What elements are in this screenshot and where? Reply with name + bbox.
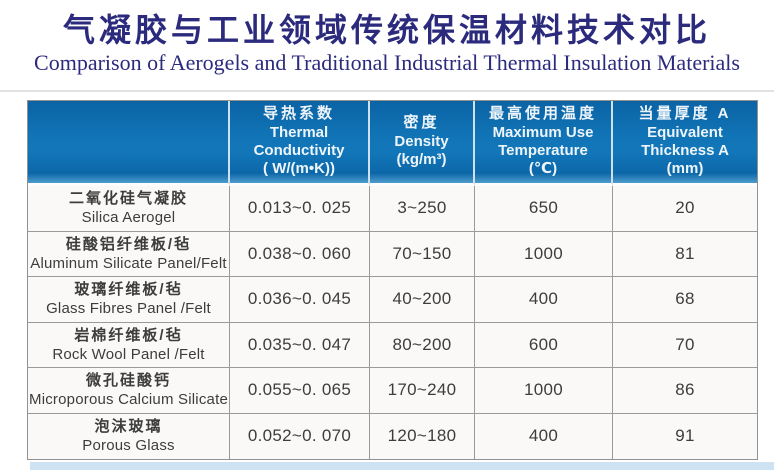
max-temp-cell: 1000 (475, 368, 613, 414)
density-cell: 80~200 (370, 322, 475, 368)
material-cell: 玻璃纤维板/毡 Glass Fibres Panel /Felt (28, 277, 230, 323)
density-cell: 170~240 (370, 368, 475, 414)
material-cell: 微孔硅酸钙 Microporous Calcium Silicate (28, 368, 230, 414)
max-temp-cell: 600 (475, 322, 613, 368)
density-cell: 40~200 (370, 277, 475, 323)
thickness-cell: 68 (613, 277, 757, 323)
max-temp-cell: 1000 (475, 231, 613, 277)
conductivity-cell: 0.013~0. 025 (230, 186, 370, 232)
material-cell: 岩棉纤维板/毡 Rock Wool Panel /Felt (28, 322, 230, 368)
header-cell-max-use-temperature: 最高使用温度 Maximum Use Temperature (℃) (475, 101, 613, 186)
thickness-cell: 91 (613, 413, 757, 459)
conductivity-cell: 0.052~0. 070 (230, 413, 370, 459)
thickness-cell: 81 (613, 231, 757, 277)
material-cell: 泡沫玻璃 Porous Glass (28, 413, 230, 459)
header-label-zh: 导热系数 (262, 104, 335, 122)
page-title-en: Comparison of Aerogels and Traditional I… (34, 50, 740, 75)
material-name-en: Rock Wool Panel /Felt (52, 345, 205, 363)
header-cell-density: 密度 Density (kg/m³) (370, 101, 475, 186)
header-label-zh: 最高使用温度 (488, 104, 597, 122)
density-cell: 3~250 (370, 186, 475, 232)
header-cell-equivalent-thickness: 当量厚度 A Equivalent Thickness A (mm) (613, 101, 757, 186)
material-name-zh: 微孔硅酸钙 (85, 372, 171, 390)
header-label-en: Maximum Use Temperature (492, 123, 594, 159)
header-label-unit: ( W/(m•K)) (263, 159, 335, 177)
material-name-zh: 玻璃纤维板/毡 (74, 281, 183, 299)
material-name-zh: 二氧化硅气凝胶 (68, 190, 188, 208)
material-name-en: Aluminum Silicate Panel/Felt (30, 254, 227, 272)
header-label-en: Thermal Conductivity (253, 123, 345, 159)
header-label-zh: 密度 (403, 113, 440, 131)
header-cell-material (28, 101, 230, 186)
page-title-zh: 气凝胶与工业领域传统保温材料技术对比 (62, 11, 711, 49)
header-cell-thermal-conductivity: 导热系数 Thermal Conductivity ( W/(m•K)) (230, 101, 370, 186)
material-cell: 二氧化硅气凝胶 Silica Aerogel (28, 186, 230, 232)
max-temp-cell: 400 (475, 277, 613, 323)
conductivity-cell: 0.036~0. 045 (230, 277, 370, 323)
density-cell: 70~150 (370, 231, 475, 277)
material-name-en: Silica Aerogel (81, 209, 176, 227)
material-name-en: Glass Fibres Panel /Felt (46, 300, 211, 318)
conductivity-cell: 0.035~0. 047 (230, 322, 370, 368)
max-temp-cell: 400 (475, 413, 613, 459)
header-label-en: Density (394, 132, 449, 150)
conductivity-cell: 0.038~0. 060 (230, 231, 370, 277)
header-label-unit: (℃) (528, 159, 558, 177)
table-grid: 导热系数 Thermal Conductivity ( W/(m•K)) 密度 … (28, 101, 757, 459)
conductivity-cell: 0.055~0. 065 (230, 368, 370, 414)
thickness-cell: 70 (613, 322, 757, 368)
density-cell: 120~180 (370, 413, 475, 459)
max-temp-cell: 650 (475, 186, 613, 232)
bottom-band (30, 462, 774, 470)
header-label-zh: 当量厚度 A (638, 104, 732, 122)
material-name-zh: 泡沫玻璃 (94, 418, 163, 436)
top-divider (0, 90, 774, 92)
material-name-zh: 岩棉纤维板/毡 (74, 326, 183, 344)
header-label-en: Equivalent Thickness A (641, 123, 729, 159)
comparison-table: 导热系数 Thermal Conductivity ( W/(m•K)) 密度 … (27, 100, 758, 460)
material-name-en: Microporous Calcium Silicate (29, 391, 228, 409)
material-cell: 硅酸铝纤维板/毡 Aluminum Silicate Panel/Felt (28, 231, 230, 277)
material-name-en: Porous Glass (82, 437, 175, 455)
thickness-cell: 20 (613, 186, 757, 232)
material-name-zh: 硅酸铝纤维板/毡 (65, 235, 192, 253)
header-label-unit: (mm) (666, 159, 704, 177)
thickness-cell: 86 (613, 368, 757, 414)
header-label-unit: (kg/m³) (396, 150, 447, 168)
